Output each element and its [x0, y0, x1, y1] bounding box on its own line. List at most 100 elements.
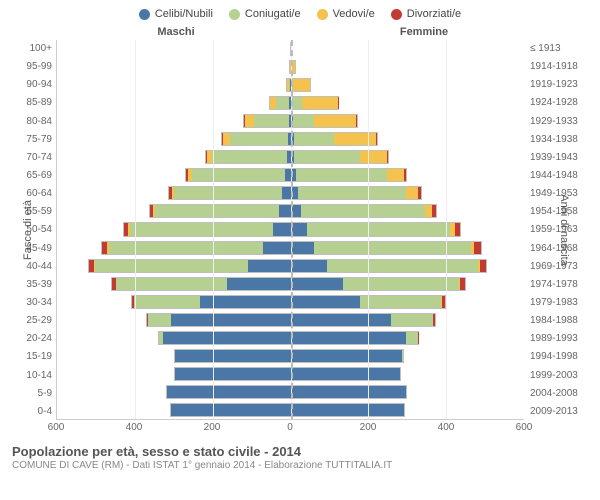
stacked-bar	[101, 241, 291, 255]
x-tick: 400	[438, 422, 455, 433]
stacked-bar	[146, 313, 291, 327]
stacked-bar	[149, 204, 290, 218]
male-half	[57, 365, 291, 383]
male-half	[57, 112, 291, 130]
female-half	[291, 383, 525, 401]
x-tick: 0	[287, 422, 293, 433]
bar-segment	[425, 205, 432, 217]
bar-segment	[175, 368, 291, 380]
age-tick: 15-19	[12, 348, 52, 365]
bar-segment	[291, 386, 407, 398]
bar-segment	[455, 223, 460, 235]
female-half	[291, 220, 525, 238]
bar-segment	[130, 223, 273, 235]
bar-segment	[296, 169, 387, 181]
female-half	[291, 184, 525, 202]
male-half	[57, 257, 291, 275]
bar-segment	[134, 296, 200, 308]
bar-segment	[432, 205, 436, 217]
stacked-bar	[291, 186, 423, 200]
bar-segment	[171, 404, 291, 416]
x-axis: 6004002000200400600	[12, 422, 588, 436]
stacked-bar	[158, 331, 290, 345]
stacked-bar	[291, 403, 406, 417]
bar-segment	[254, 115, 288, 127]
male-half	[57, 220, 291, 238]
male-half	[57, 275, 291, 293]
birthyear-tick: 1929-1933	[530, 113, 588, 130]
stacked-bar	[291, 331, 420, 345]
female-half	[291, 76, 525, 94]
male-half	[57, 148, 291, 166]
birthyear-tick: 1939-1943	[530, 149, 588, 166]
bar-segment	[282, 187, 290, 199]
stacked-bar	[221, 132, 291, 146]
female-half	[291, 40, 525, 58]
bar-segment	[291, 242, 314, 254]
plot	[56, 40, 524, 420]
bar-segment	[387, 151, 389, 163]
gridline	[368, 40, 369, 419]
legend-label: Vedovi/e	[333, 8, 375, 20]
age-tick: 5-9	[12, 385, 52, 402]
birthyear-tick: ≤ 1913	[530, 40, 588, 57]
age-tick: 30-34	[12, 294, 52, 311]
bar-segment	[291, 332, 407, 344]
birthyear-tick: 1984-1988	[530, 312, 588, 329]
bar-segment	[460, 278, 465, 290]
age-tick: 40-44	[12, 258, 52, 275]
bar-segment	[442, 296, 445, 308]
population-pyramid-chart: Celibi/NubiliConiugati/eVedovi/eDivorzia…	[0, 0, 600, 500]
bar-segment	[291, 296, 361, 308]
male-half	[57, 58, 291, 76]
male-half	[57, 239, 291, 257]
x-tick: 600	[48, 422, 65, 433]
bar-segment	[327, 260, 478, 272]
bar-segment	[404, 169, 406, 181]
age-tick: 70-74	[12, 149, 52, 166]
stacked-bar	[269, 96, 291, 110]
y-axis-age-title: Fasce di età	[22, 200, 34, 260]
bar-segment	[293, 79, 310, 91]
stacked-bar	[88, 259, 291, 273]
female-half	[291, 275, 525, 293]
legend-label: Celibi/Nubili	[155, 8, 213, 20]
legend-swatch	[229, 9, 240, 20]
female-half	[291, 166, 525, 184]
male-half	[57, 202, 291, 220]
bar-segment	[248, 260, 291, 272]
stacked-bar	[170, 403, 291, 417]
chart-footer: Popolazione per età, sesso e stato civil…	[12, 444, 588, 471]
plot-area: Fasce di età 100+95-9990-9485-8980-8475-…	[12, 40, 588, 420]
stacked-bar	[291, 168, 408, 182]
legend-swatch	[317, 9, 328, 20]
bar-segment	[291, 278, 343, 290]
male-half	[57, 184, 291, 202]
stacked-bar	[291, 349, 405, 363]
bar-segment	[291, 260, 328, 272]
age-tick: 80-84	[12, 113, 52, 130]
stacked-bar	[291, 277, 466, 291]
male-half	[57, 347, 291, 365]
birthyear-tick: 1974-1978	[530, 276, 588, 293]
age-tick: 75-79	[12, 131, 52, 148]
chart-subtitle: COMUNE DI CAVE (RM) - Dati ISTAT 1° genn…	[12, 460, 588, 471]
y-axis-age: Fasce di età 100+95-9990-9485-8980-8475-…	[12, 40, 56, 420]
birthyear-tick: 1924-1928	[530, 94, 588, 111]
legend-label: Coniugati/e	[245, 8, 301, 20]
bar-segment	[273, 223, 290, 235]
male-half	[57, 329, 291, 347]
bar-segment	[291, 350, 403, 362]
legend-item: Celibi/Nubili	[139, 8, 213, 20]
bar-segment	[163, 332, 290, 344]
female-half	[291, 130, 525, 148]
bar-segment	[270, 97, 277, 109]
center-divider	[291, 40, 293, 419]
female-half	[291, 257, 525, 275]
female-half	[291, 239, 525, 257]
legend: Celibi/NubiliConiugati/eVedovi/eDivorzia…	[12, 8, 588, 20]
bar-segment	[474, 242, 481, 254]
bar-segment	[291, 368, 401, 380]
birthyear-tick: 1919-1923	[530, 76, 588, 93]
x-tick: 600	[516, 422, 533, 433]
